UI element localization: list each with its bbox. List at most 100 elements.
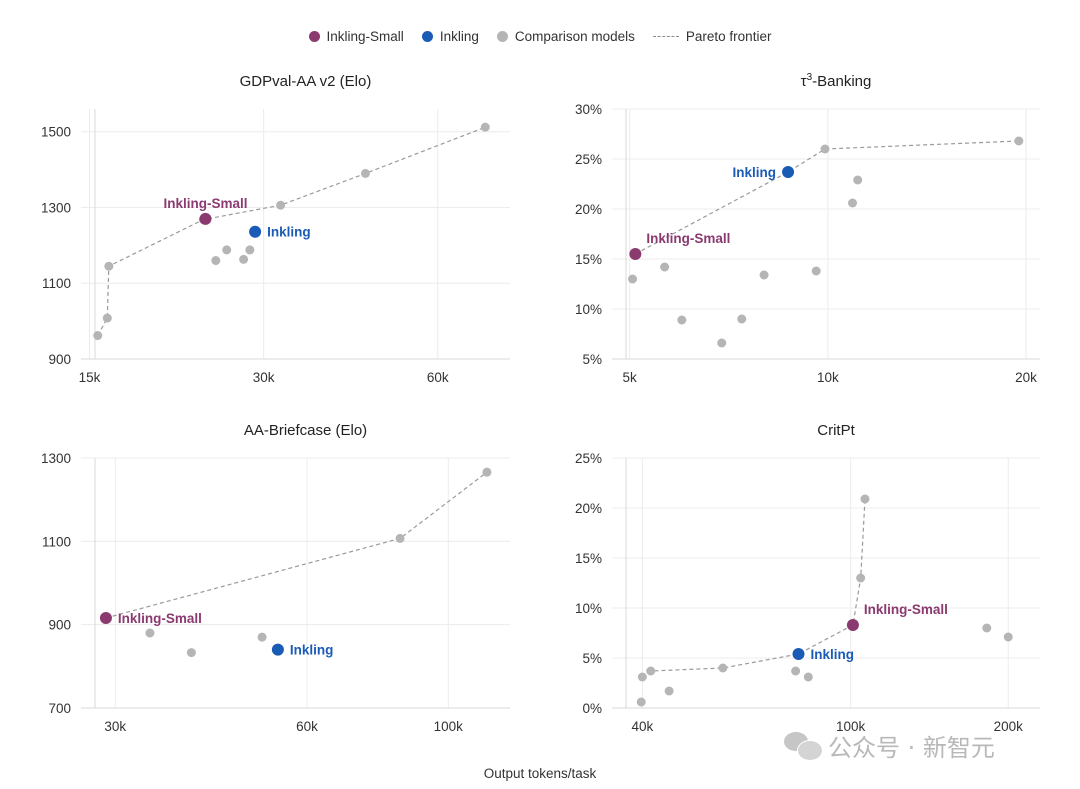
comparison-point bbox=[360, 168, 370, 178]
y-tick-label: 15% bbox=[575, 551, 602, 566]
legend-label-inkling: Inkling bbox=[439, 28, 479, 44]
inkling-label: Inkling bbox=[811, 647, 855, 662]
chart-title: CritPt bbox=[817, 422, 855, 439]
legend-label-comparison-models: Comparison models bbox=[514, 28, 635, 44]
comparison-point bbox=[718, 663, 728, 673]
chart-title: τ3-Banking bbox=[801, 72, 872, 90]
y-tick-label: 10% bbox=[575, 302, 602, 317]
x-tick-label: 200k bbox=[994, 719, 1024, 734]
x-tick-label: 15k bbox=[79, 370, 101, 385]
comparison-point bbox=[803, 672, 813, 682]
y-tick-label: 30% bbox=[575, 102, 602, 117]
y-tick-label: 10% bbox=[575, 601, 602, 616]
inkling-small-point bbox=[99, 612, 112, 624]
comparison-point bbox=[145, 628, 155, 638]
chart-panel-4: CritPt 0% 5% 10% 15% 20% 25% 40k 100k 200k Inkling… bbox=[575, 422, 1040, 734]
comparison-point bbox=[104, 261, 114, 271]
y-tick-label: 15% bbox=[575, 252, 602, 267]
x-tick-label: 10k bbox=[817, 370, 839, 385]
legend-label-pareto-frontier: Pareto frontier bbox=[685, 28, 772, 44]
inkling-point bbox=[782, 166, 795, 178]
comparison-point bbox=[211, 256, 221, 266]
inkling-point bbox=[792, 648, 805, 660]
inkling-label: Inkling bbox=[733, 165, 777, 180]
comparison-point bbox=[759, 270, 769, 280]
watermark: 公众号 · 新智元 bbox=[782, 728, 995, 763]
y-tick-label: 20% bbox=[575, 202, 602, 217]
inkling-small-marker-icon bbox=[308, 30, 320, 42]
x-tick-label: 60k bbox=[427, 370, 449, 385]
y-tick-label: 1500 bbox=[41, 125, 71, 140]
inkling-label: Inkling bbox=[290, 643, 334, 658]
comparison-point bbox=[737, 314, 747, 324]
comparison-point bbox=[637, 672, 647, 682]
chart-panel-2: τ3-Banking 5% 10% 15% 20% 25% 30% 5k 10k 20k Inkli… bbox=[575, 72, 1040, 385]
legend-item-comparison-models: Comparison models bbox=[496, 28, 635, 44]
inkling-small-label: Inkling-Small bbox=[864, 602, 948, 617]
y-tick-label: 20% bbox=[575, 501, 602, 516]
legend-item-inkling-small: Inkling-Small bbox=[308, 28, 404, 44]
comparison-point bbox=[860, 494, 870, 504]
y-tick-label: 25% bbox=[575, 451, 602, 466]
comparison-point bbox=[848, 198, 858, 208]
x-tick-label: 100k bbox=[836, 719, 866, 734]
pareto-frontier-line bbox=[635, 140, 1019, 255]
comparison-point bbox=[856, 573, 866, 583]
y-tick-label: 1300 bbox=[41, 451, 71, 466]
legend-item-pareto-frontier: Pareto frontier bbox=[652, 28, 772, 44]
inkling-label: Inkling bbox=[267, 225, 311, 240]
y-tick-label: 1100 bbox=[42, 534, 71, 549]
comparison-point bbox=[660, 262, 670, 272]
wechat-icon bbox=[782, 730, 823, 762]
inkling-point bbox=[271, 643, 284, 656]
x-tick-label: 30k bbox=[253, 370, 275, 385]
chart-panel-3: AA-Briefcase (Elo) 700 900 1100 1300 30k 60k 10… bbox=[41, 422, 510, 734]
comparison-point bbox=[717, 338, 727, 348]
x-tick-label: 60k bbox=[296, 719, 318, 734]
comparison-point bbox=[677, 315, 687, 325]
inkling-small-label: Inkling-Small bbox=[118, 611, 202, 626]
legend-item-inkling: Inkling bbox=[421, 28, 479, 44]
y-tick-label: 5% bbox=[582, 651, 602, 666]
comparison-point bbox=[1014, 136, 1024, 146]
y-tick-label: 900 bbox=[48, 618, 71, 633]
inkling-small-point bbox=[629, 248, 642, 260]
pareto-frontier-line bbox=[105, 471, 488, 619]
comparison-point bbox=[811, 266, 821, 276]
comparison-point bbox=[257, 632, 267, 642]
comparison-point bbox=[646, 666, 656, 676]
comparison-point bbox=[628, 274, 638, 284]
x-axis-label: Output tokens/task bbox=[483, 766, 597, 781]
comparison-point bbox=[820, 144, 830, 154]
comparison-point bbox=[93, 331, 103, 341]
y-tick-label: 0% bbox=[582, 701, 602, 716]
inkling-small-point bbox=[846, 619, 859, 631]
x-tick-label: 100k bbox=[434, 719, 464, 734]
comparison-point bbox=[395, 533, 405, 543]
comparison-point bbox=[222, 245, 232, 255]
comparison-point bbox=[1003, 632, 1013, 642]
inkling-small-point bbox=[199, 212, 212, 225]
comparison-point bbox=[482, 467, 492, 477]
chart-title: GDPval-AA v2 (Elo) bbox=[240, 73, 372, 90]
chart-title: AA-Briefcase (Elo) bbox=[244, 422, 367, 439]
comparison-point bbox=[982, 623, 992, 633]
chart-panel-1: GDPval-AA v2 (Elo) 900 1100 1300 1500 15k 30k 6… bbox=[41, 73, 510, 385]
comparison-point bbox=[791, 666, 801, 676]
comparison-point bbox=[186, 648, 196, 658]
comparison-point bbox=[245, 245, 255, 255]
comparison-marker-icon bbox=[496, 30, 508, 42]
x-tick-label: 20k bbox=[1015, 370, 1037, 385]
legend: Inkling-Small Inkling Comparison models … bbox=[0, 26, 1080, 46]
inkling-small-label: Inkling-Small bbox=[646, 231, 730, 246]
x-tick-label: 30k bbox=[104, 719, 126, 734]
comparison-point bbox=[480, 122, 490, 132]
x-tick-label: 40k bbox=[631, 719, 653, 734]
inkling-small-label: Inkling-Small bbox=[163, 196, 247, 211]
legend-label-inkling-small: Inkling-Small bbox=[326, 28, 404, 44]
comparison-point bbox=[239, 254, 249, 264]
inkling-point bbox=[249, 225, 262, 238]
comparison-point bbox=[853, 175, 863, 185]
comparison-point bbox=[102, 313, 112, 323]
